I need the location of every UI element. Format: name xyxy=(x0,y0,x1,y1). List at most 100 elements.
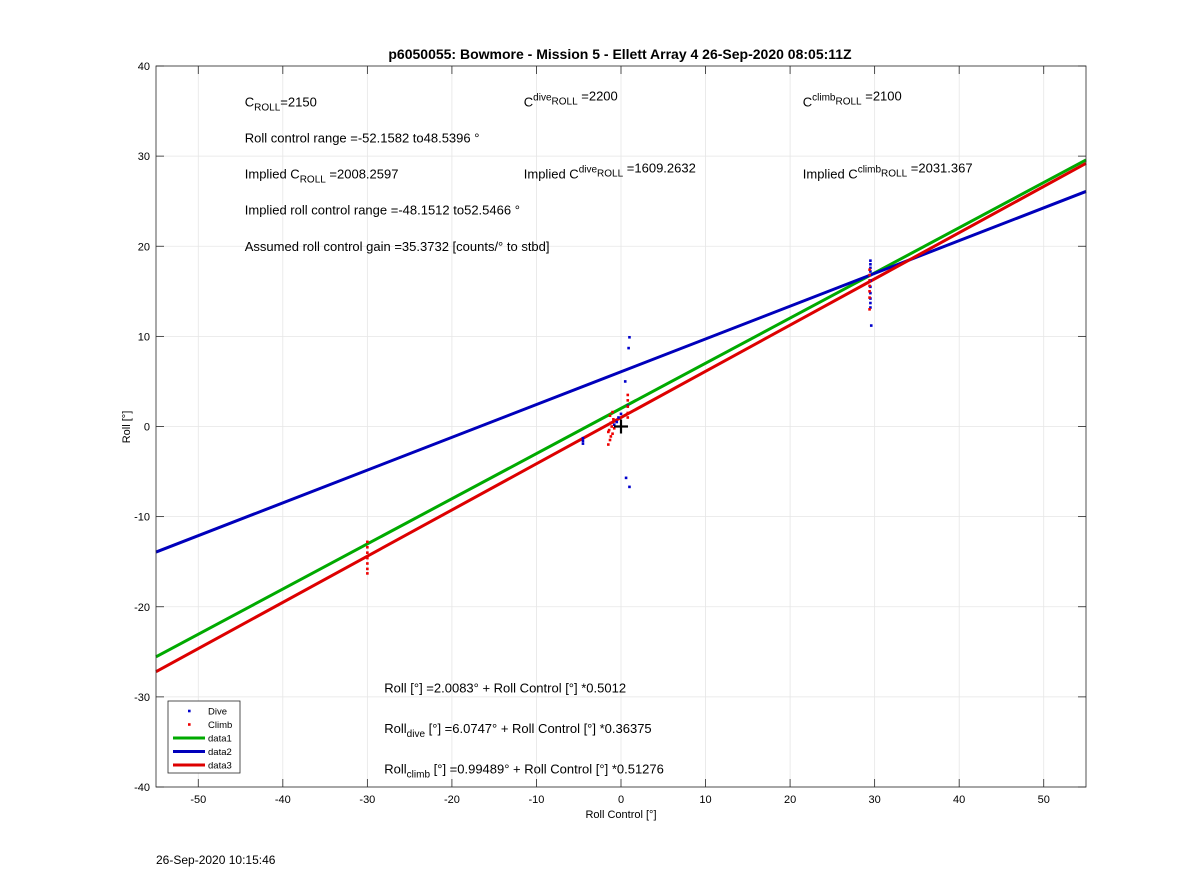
annotation-part: C xyxy=(245,95,254,110)
y-tick-label: 0 xyxy=(144,422,150,434)
point-climb xyxy=(608,414,612,417)
point-dive xyxy=(869,270,872,273)
annotation-part: [°] =6.0747° + Roll Control [°] *0.36375 xyxy=(425,721,652,736)
point-dive xyxy=(615,420,619,424)
annotation-part: ROLL xyxy=(300,175,327,186)
annotation-part: [°] =0.99489° + Roll Control [°] *0.5127… xyxy=(430,761,664,776)
annotation: Assumed roll control gain =35.3732 [coun… xyxy=(245,239,550,254)
annotation-part: climb xyxy=(407,769,431,780)
point-dive xyxy=(617,416,620,419)
annotation: CdiveROLL =2200 xyxy=(524,89,618,110)
chart-title: p6050055: Bowmore - Mission 5 - Ellett A… xyxy=(388,46,852,62)
point-dive xyxy=(581,436,585,440)
annotation-part: Implied C xyxy=(803,167,858,182)
x-axis-ticks: -50 -40 -30 -20 -10 0 10 20 30 40 50 xyxy=(190,66,1050,806)
point-climb xyxy=(608,438,612,442)
x-tick-label: 10 xyxy=(699,794,711,806)
point-climb xyxy=(868,279,871,282)
annotation-part: =2150 xyxy=(280,95,317,110)
point-climb xyxy=(612,417,615,421)
annotation: Implied CclimbROLL =2031.367 xyxy=(803,161,973,182)
point-climb xyxy=(626,411,630,415)
x-tick-label: 20 xyxy=(784,794,796,806)
point-climb xyxy=(366,551,369,554)
legend-label: data2 xyxy=(208,747,232,758)
annotation-part: Implied C xyxy=(524,167,579,182)
annotation-part: dive xyxy=(533,93,552,104)
annotation: Implied roll control range =-48.1512 to5… xyxy=(245,203,520,218)
annotation-part: climb xyxy=(858,165,882,176)
point-dive xyxy=(869,306,872,309)
annotation-part: ROLL xyxy=(552,97,579,108)
point-dive xyxy=(581,439,585,443)
legend-marker-climb xyxy=(188,723,191,726)
y-axis-ticks: -40 -30 -20 -10 0 10 20 30 40 xyxy=(134,61,1086,794)
y-tick-label: -10 xyxy=(134,512,150,524)
annotation: CROLL=2150 xyxy=(245,95,317,114)
legend-label: data1 xyxy=(208,734,232,745)
point-climb xyxy=(626,416,630,419)
annotation-part: =2200 xyxy=(578,89,618,104)
point-climb xyxy=(607,443,610,446)
x-tick-label: -40 xyxy=(275,794,291,806)
point-climb xyxy=(868,290,871,293)
annotation-part: Roll xyxy=(384,761,407,776)
y-tick-label: 40 xyxy=(138,61,150,73)
point-dive xyxy=(624,476,628,480)
x-tick-label: -10 xyxy=(529,794,545,806)
x-tick-label: 0 xyxy=(618,794,624,806)
data-points xyxy=(366,259,873,575)
point-climb xyxy=(610,425,613,428)
annotation-part: =1609.2632 xyxy=(623,161,696,176)
annotation-part: ROLL xyxy=(597,169,624,180)
point-dive xyxy=(869,324,873,327)
point-climb xyxy=(366,562,369,565)
point-dive xyxy=(628,485,631,489)
legend-label: Climb xyxy=(208,720,232,731)
point-climb xyxy=(868,308,871,311)
plot-area: -50 -40 -30 -20 -10 0 10 20 30 40 50 -40 -30 -20 -10 0… xyxy=(134,61,1087,806)
annotation-part: Implied roll control range =-48.1512 to5… xyxy=(245,203,520,218)
point-dive xyxy=(869,301,872,305)
y-tick-label: -30 xyxy=(134,692,150,704)
point-climb xyxy=(366,572,369,575)
x-tick-label: 40 xyxy=(953,794,965,806)
annotation-part: ROLL xyxy=(881,169,908,180)
point-climb xyxy=(611,410,614,414)
point-dive xyxy=(612,423,616,426)
footer-timestamp: 26-Sep-2020 10:15:46 xyxy=(156,853,276,867)
annotation-part: ROLL xyxy=(254,103,281,114)
annotation: Implied CROLL =2008.2597 xyxy=(245,167,399,186)
x-axis-label: Roll Control [°] xyxy=(585,809,656,821)
annotation: Roll control range =-52.1582 to48.5396 ° xyxy=(245,131,480,146)
point-climb xyxy=(609,421,613,425)
y-tick-label: -20 xyxy=(134,602,150,614)
y-axis-label: Roll [°] xyxy=(121,411,133,444)
x-tick-label: 30 xyxy=(869,794,881,806)
annotation: Roll [°] =2.0083° + Roll Control [°] *0.… xyxy=(384,680,626,695)
fit-line-data1 xyxy=(155,158,1087,659)
y-tick-label: 10 xyxy=(138,331,150,343)
x-tick-label: -50 xyxy=(190,794,206,806)
fit-line-data3 xyxy=(155,162,1087,674)
fit-line-data2 xyxy=(155,190,1087,554)
legend-label: Dive xyxy=(208,707,227,718)
point-climb xyxy=(868,273,871,277)
origin-marker xyxy=(614,419,628,434)
annotation-part: dive xyxy=(579,165,598,176)
point-climb xyxy=(868,284,871,288)
axes-box xyxy=(155,65,1087,788)
point-dive xyxy=(869,262,872,266)
point-dive xyxy=(581,442,585,445)
annotation-part: Roll control range =-52.1582 to48.5396 ° xyxy=(245,131,480,146)
annotation-part: Roll xyxy=(384,721,407,736)
point-dive xyxy=(623,380,627,383)
annotation: Rollclimb [°] =0.99489° + Roll Control [… xyxy=(384,761,664,780)
point-dive xyxy=(619,412,623,416)
point-climb xyxy=(607,430,610,434)
annotation-part: =2100 xyxy=(862,89,902,104)
point-dive xyxy=(627,346,630,350)
annotation-part: ROLL xyxy=(836,97,863,108)
annotation: CclimbROLL =2100 xyxy=(803,89,902,110)
